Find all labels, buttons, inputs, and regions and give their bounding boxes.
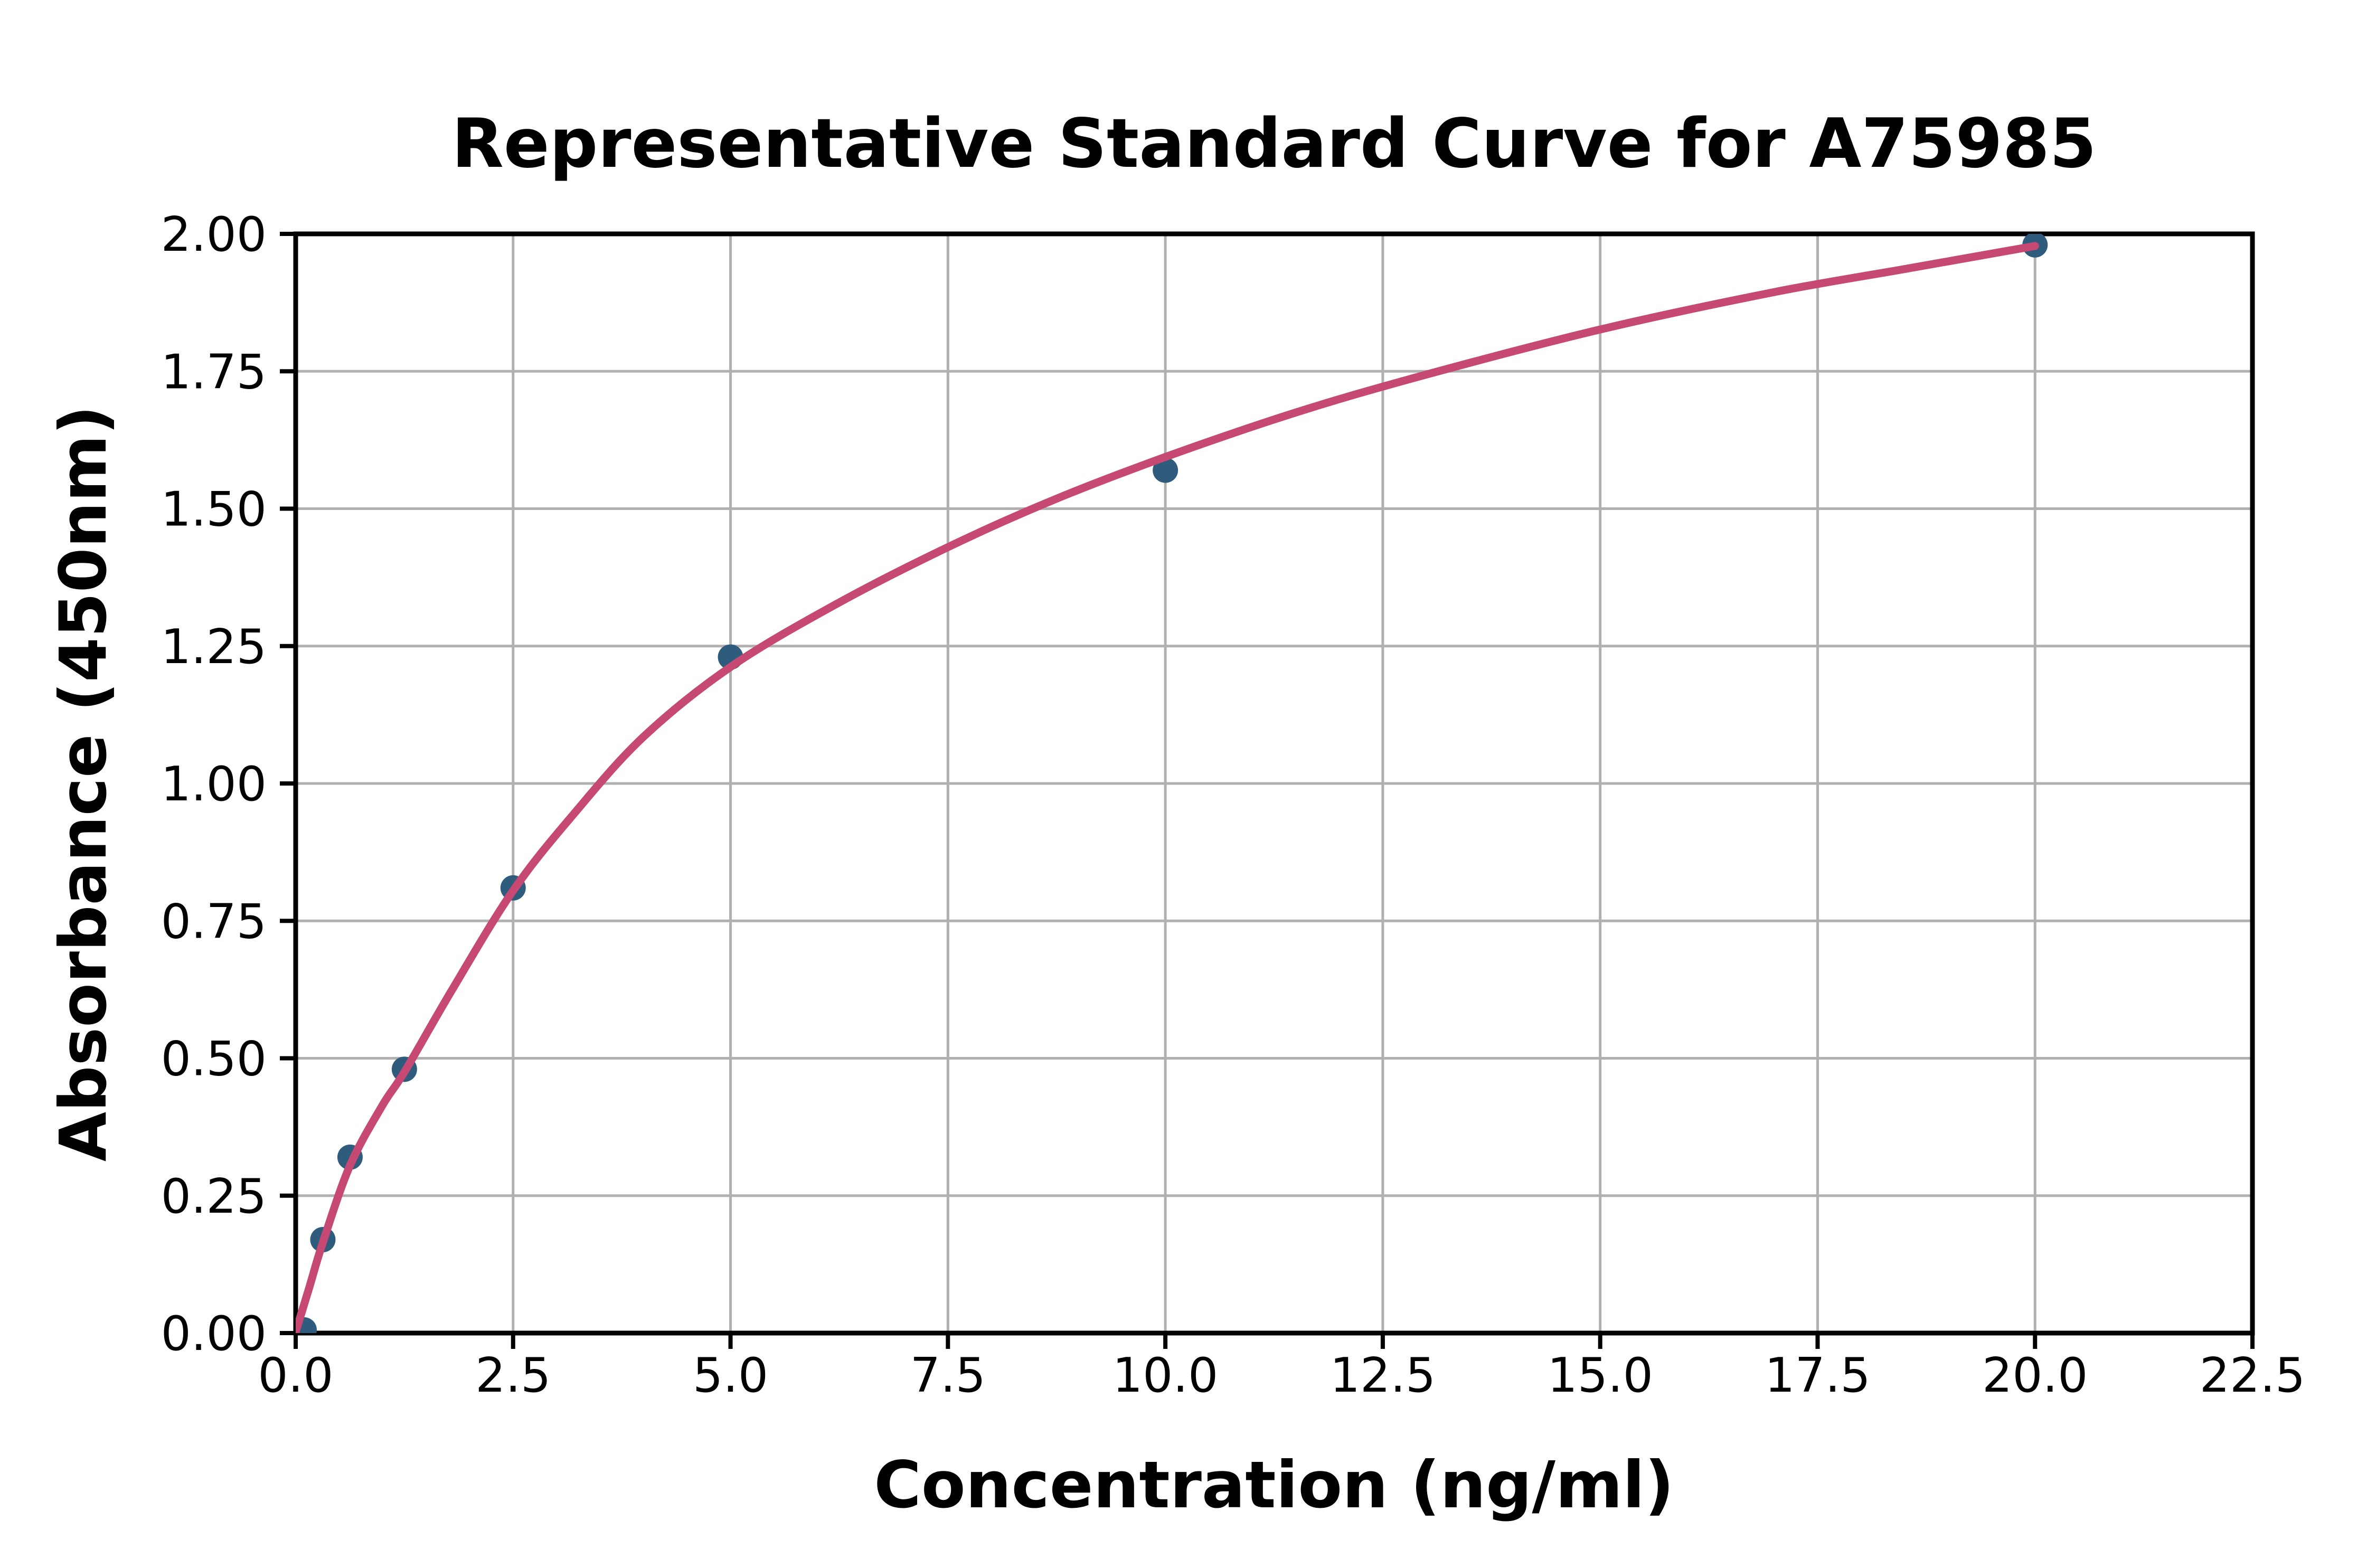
x-tick-label: 15.0 (1547, 1348, 1653, 1403)
x-tick-label: 2.5 (475, 1348, 551, 1403)
x-tick-label: 10.0 (1112, 1348, 1218, 1403)
y-tick-label: 1.00 (161, 757, 267, 812)
x-tick-label: 17.5 (1765, 1348, 1870, 1403)
fit-curve-line (296, 242, 2039, 1333)
y-axis-title: Absorbance (450nm) (46, 405, 121, 1162)
x-tick-label: 5.0 (693, 1348, 768, 1403)
x-axis-title: Concentration (ng/ml) (874, 1448, 1674, 1523)
x-tick-label: 20.0 (1982, 1348, 2088, 1403)
x-tick-label: 12.5 (1330, 1348, 1436, 1403)
plot-data-layer (296, 234, 2048, 1333)
tick-labels-layer: 0.0 2.5 5.0 7.5 10.0 12.5 15.0 17.5 20.0 22.5 0.00… (161, 207, 2306, 1403)
data-point (1153, 457, 1178, 483)
y-tick-label: 0.50 (161, 1032, 267, 1087)
y-tick-label: 0.25 (161, 1169, 267, 1224)
x-tick-label: 22.5 (2200, 1348, 2305, 1403)
y-tick-label: 1.25 (161, 619, 267, 675)
x-tick-label: 0.0 (258, 1348, 333, 1403)
y-tick-label: 0.00 (161, 1306, 267, 1362)
axes-layer (280, 231, 2255, 1349)
y-tick-label: 1.75 (161, 344, 267, 400)
y-tick-label: 0.75 (161, 894, 267, 949)
chart-title: Representative Standard Curve for A75985 (451, 105, 2096, 183)
gridlines-layer (294, 232, 2254, 1335)
x-tick-label: 7.5 (910, 1348, 986, 1403)
y-tick-label: 1.50 (161, 482, 267, 537)
y-tick-label: 2.00 (161, 207, 267, 262)
